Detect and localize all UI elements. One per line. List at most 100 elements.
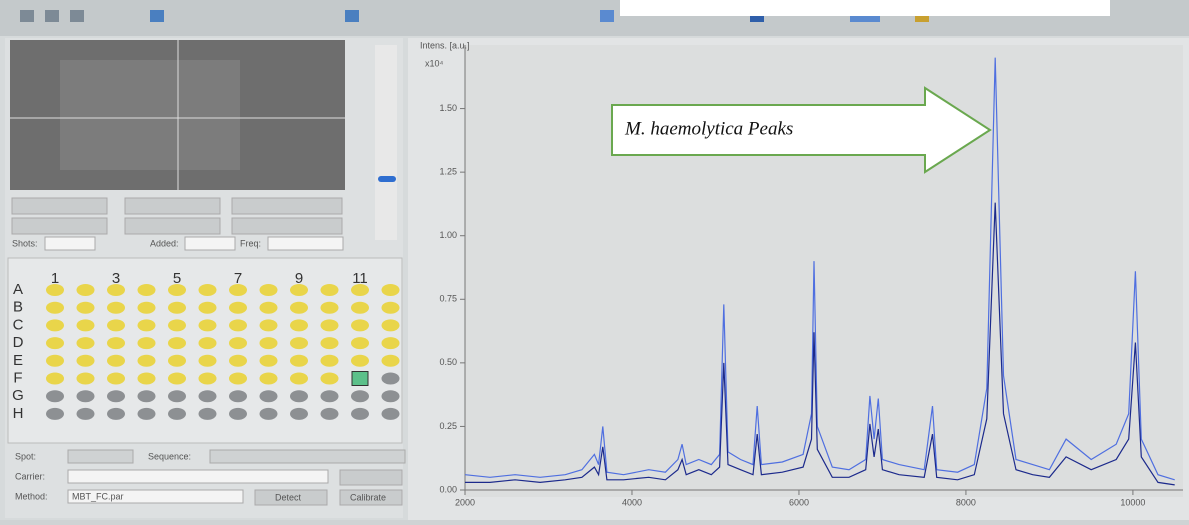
spot[interactable]: [381, 284, 400, 296]
slider-thumb[interactable]: [378, 176, 396, 182]
spot[interactable]: [107, 284, 125, 296]
spot[interactable]: [198, 407, 217, 420]
spot[interactable]: [46, 354, 64, 367]
spot[interactable]: [259, 337, 278, 350]
spot[interactable]: [76, 319, 95, 332]
spot[interactable]: [76, 372, 95, 385]
spot[interactable]: [107, 354, 125, 367]
spot[interactable]: [351, 354, 369, 367]
spot[interactable]: [229, 301, 247, 314]
spot[interactable]: [198, 319, 217, 332]
spot[interactable]: [107, 407, 125, 420]
spot[interactable]: [198, 390, 217, 403]
spot[interactable]: [320, 372, 339, 385]
spot[interactable]: [290, 337, 308, 350]
spot[interactable]: [259, 372, 278, 385]
spot[interactable]: [46, 284, 64, 296]
spot[interactable]: [381, 319, 400, 332]
spot[interactable]: [76, 284, 95, 296]
spot[interactable]: [46, 337, 64, 350]
spot[interactable]: [137, 301, 156, 314]
spot[interactable]: [290, 407, 308, 420]
spot[interactable]: [46, 319, 64, 332]
spot[interactable]: [168, 301, 186, 314]
spot[interactable]: [381, 407, 400, 420]
spot[interactable]: [76, 407, 95, 420]
spot-input[interactable]: [67, 449, 134, 464]
spot[interactable]: [259, 319, 278, 332]
spot[interactable]: [229, 407, 247, 420]
spot[interactable]: [381, 372, 400, 385]
spot[interactable]: [229, 319, 247, 332]
eject-button[interactable]: [339, 469, 403, 486]
spot[interactable]: [107, 372, 125, 385]
spot[interactable]: [107, 390, 125, 403]
spot[interactable]: [107, 337, 125, 350]
spot[interactable]: [168, 390, 186, 403]
freq-input[interactable]: [267, 236, 344, 251]
spot[interactable]: [46, 390, 64, 403]
spot[interactable]: [259, 390, 278, 403]
spot[interactable]: [107, 301, 125, 314]
spot[interactable]: [198, 284, 217, 296]
spot[interactable]: [137, 390, 156, 403]
spot[interactable]: [137, 407, 156, 420]
spot[interactable]: [351, 407, 369, 420]
spot[interactable]: [290, 319, 308, 332]
spot[interactable]: [290, 284, 308, 296]
spot[interactable]: [320, 284, 339, 296]
slider[interactable]: [375, 45, 397, 240]
shots-input[interactable]: [44, 236, 96, 251]
spot[interactable]: [259, 354, 278, 367]
spot[interactable]: [76, 337, 95, 350]
spot[interactable]: [229, 372, 247, 385]
spot[interactable]: [320, 319, 339, 332]
spot[interactable]: [168, 372, 186, 385]
spot[interactable]: [320, 301, 339, 314]
spot[interactable]: [137, 284, 156, 296]
added-input[interactable]: [184, 236, 236, 251]
spot[interactable]: [137, 337, 156, 350]
method-input[interactable]: [67, 489, 244, 504]
spot[interactable]: [320, 337, 339, 350]
spot[interactable]: [290, 390, 308, 403]
spot[interactable]: [198, 337, 217, 350]
spot[interactable]: [168, 407, 186, 420]
spot[interactable]: [290, 354, 308, 367]
carrier-input[interactable]: [67, 469, 329, 484]
spot[interactable]: [76, 301, 95, 314]
detect-button[interactable]: [254, 489, 328, 506]
spot[interactable]: [290, 301, 308, 314]
spot[interactable]: [259, 284, 278, 296]
spot[interactable]: [76, 354, 95, 367]
spot[interactable]: [351, 301, 369, 314]
sequence-input[interactable]: [209, 449, 406, 464]
spot[interactable]: [168, 337, 186, 350]
spot[interactable]: [320, 390, 339, 403]
spot[interactable]: [168, 354, 186, 367]
spot[interactable]: [168, 319, 186, 332]
spot[interactable]: [168, 284, 186, 296]
spot[interactable]: [46, 407, 64, 420]
spot[interactable]: [259, 301, 278, 314]
spot[interactable]: [198, 354, 217, 367]
spot[interactable]: [198, 372, 217, 385]
spot[interactable]: [137, 319, 156, 332]
spot[interactable]: [76, 390, 95, 403]
detect-text[interactable]: Detect: [275, 492, 302, 502]
spot[interactable]: [137, 372, 156, 385]
selected-spot[interactable]: [351, 371, 369, 386]
spot[interactable]: [381, 354, 400, 367]
spot[interactable]: [229, 284, 247, 296]
spot[interactable]: [351, 319, 369, 332]
spot[interactable]: [259, 407, 278, 420]
spot[interactable]: [320, 407, 339, 420]
spot[interactable]: [351, 337, 369, 350]
spot[interactable]: [46, 372, 64, 385]
spot[interactable]: [229, 354, 247, 367]
spot[interactable]: [229, 390, 247, 403]
spot[interactable]: [46, 301, 64, 314]
spot[interactable]: [381, 301, 400, 314]
spot[interactable]: [137, 354, 156, 367]
spot[interactable]: [381, 390, 400, 403]
